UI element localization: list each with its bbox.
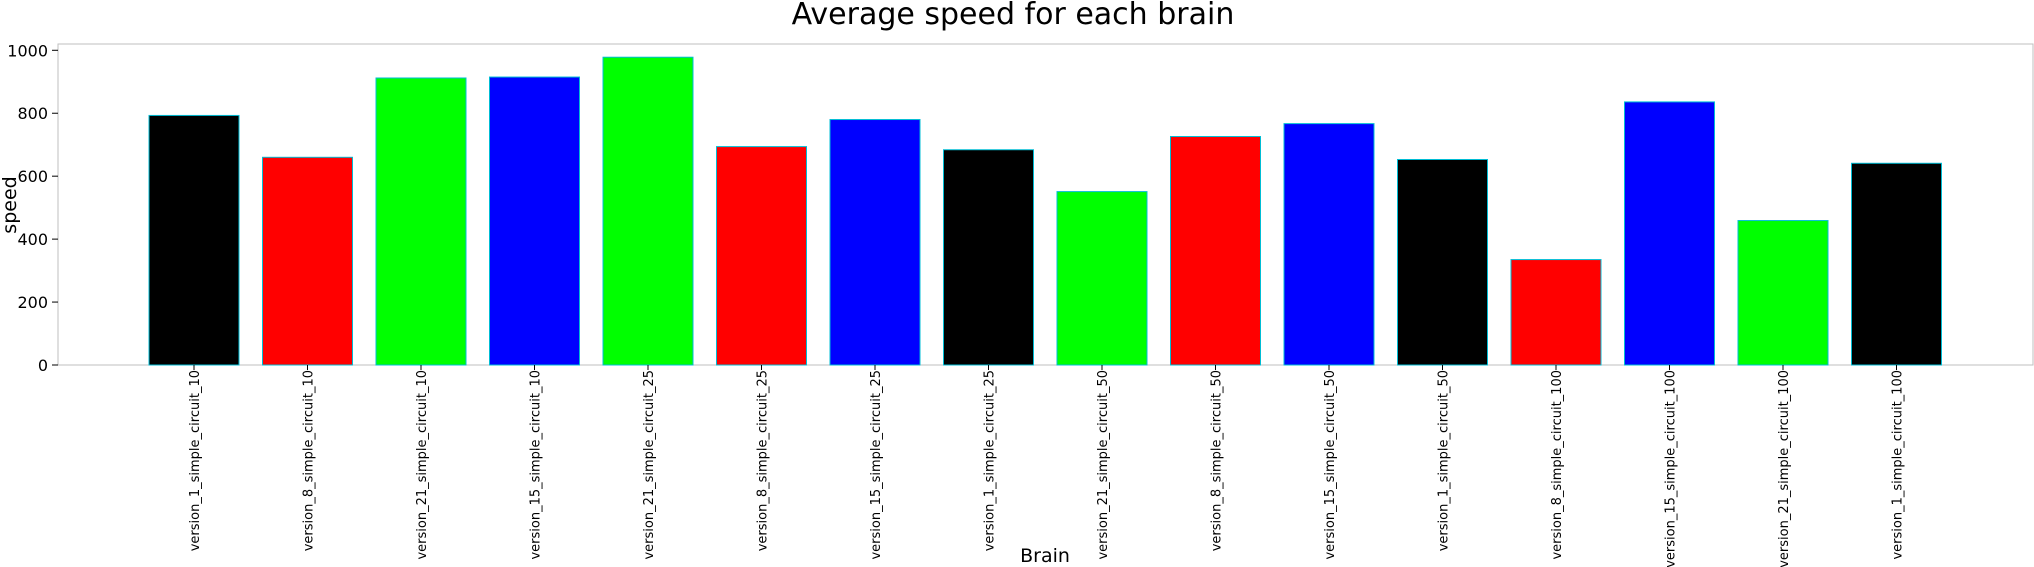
x-axis: version_1_simple_circuit_10 version_8_sim… — [188, 365, 1906, 567]
bar — [375, 77, 467, 366]
x-tick-label: version_15_simple_circuit_50 — [1323, 370, 1338, 560]
x-tick-label: version_21_simple_circuit_25 — [642, 370, 657, 560]
bar — [1851, 162, 1942, 366]
bar — [716, 146, 807, 366]
x-tick-label: version_1_simple_circuit_50 — [1437, 370, 1452, 551]
y-tick-label: 400 — [17, 230, 48, 249]
bar — [1170, 136, 1261, 366]
bar — [489, 76, 580, 366]
y-tick-label: 200 — [17, 293, 48, 312]
x-tick-label: version_1_simple_circuit_100 — [1891, 370, 1906, 560]
plot-area-frame — [57, 43, 2034, 366]
bar — [602, 56, 694, 366]
x-tick-label: version_21_simple_circuit_100 — [1777, 370, 1792, 567]
bar — [829, 119, 921, 366]
x-tick-label: version_15_simple_circuit_10 — [529, 370, 544, 560]
x-tick-label: version_21_simple_circuit_10 — [415, 370, 430, 560]
bar — [1397, 158, 1488, 366]
y-tick-label: 1000 — [7, 41, 48, 60]
y-tick-label: 600 — [17, 167, 48, 186]
x-tick-label: version_1_simple_circuit_10 — [188, 370, 203, 551]
x-tick-label: version_15_simple_circuit_25 — [869, 370, 884, 560]
bar — [1510, 259, 1602, 366]
x-tick-label: version_8_simple_circuit_10 — [302, 370, 317, 551]
bar — [943, 149, 1034, 366]
bar — [262, 156, 353, 366]
bar — [1283, 123, 1375, 366]
bar — [148, 114, 240, 366]
x-tick-label: version_8_simple_circuit_25 — [756, 370, 771, 551]
x-tick-label: version_8_simple_circuit_100 — [1550, 370, 1565, 560]
chart-title: Average speed for each brain — [792, 0, 1235, 32]
x-tick-label: version_8_simple_circuit_50 — [1210, 370, 1225, 551]
y-axis-label: speed — [0, 176, 21, 233]
x-tick-label: version_15_simple_circuit_100 — [1664, 370, 1679, 567]
bar-series — [148, 56, 1942, 366]
x-tick-label: version_1_simple_circuit_25 — [983, 370, 998, 551]
bar — [1056, 191, 1148, 366]
y-axis: 0 200 400 600 800 1000 — [7, 41, 58, 375]
bar — [1624, 101, 1715, 366]
bar — [1737, 220, 1829, 366]
x-tick-label: version_21_simple_circuit_50 — [1096, 370, 1111, 560]
y-tick-label: 800 — [17, 104, 48, 123]
x-axis-label: Brain — [1020, 545, 1070, 567]
y-tick-label: 0 — [38, 356, 48, 375]
